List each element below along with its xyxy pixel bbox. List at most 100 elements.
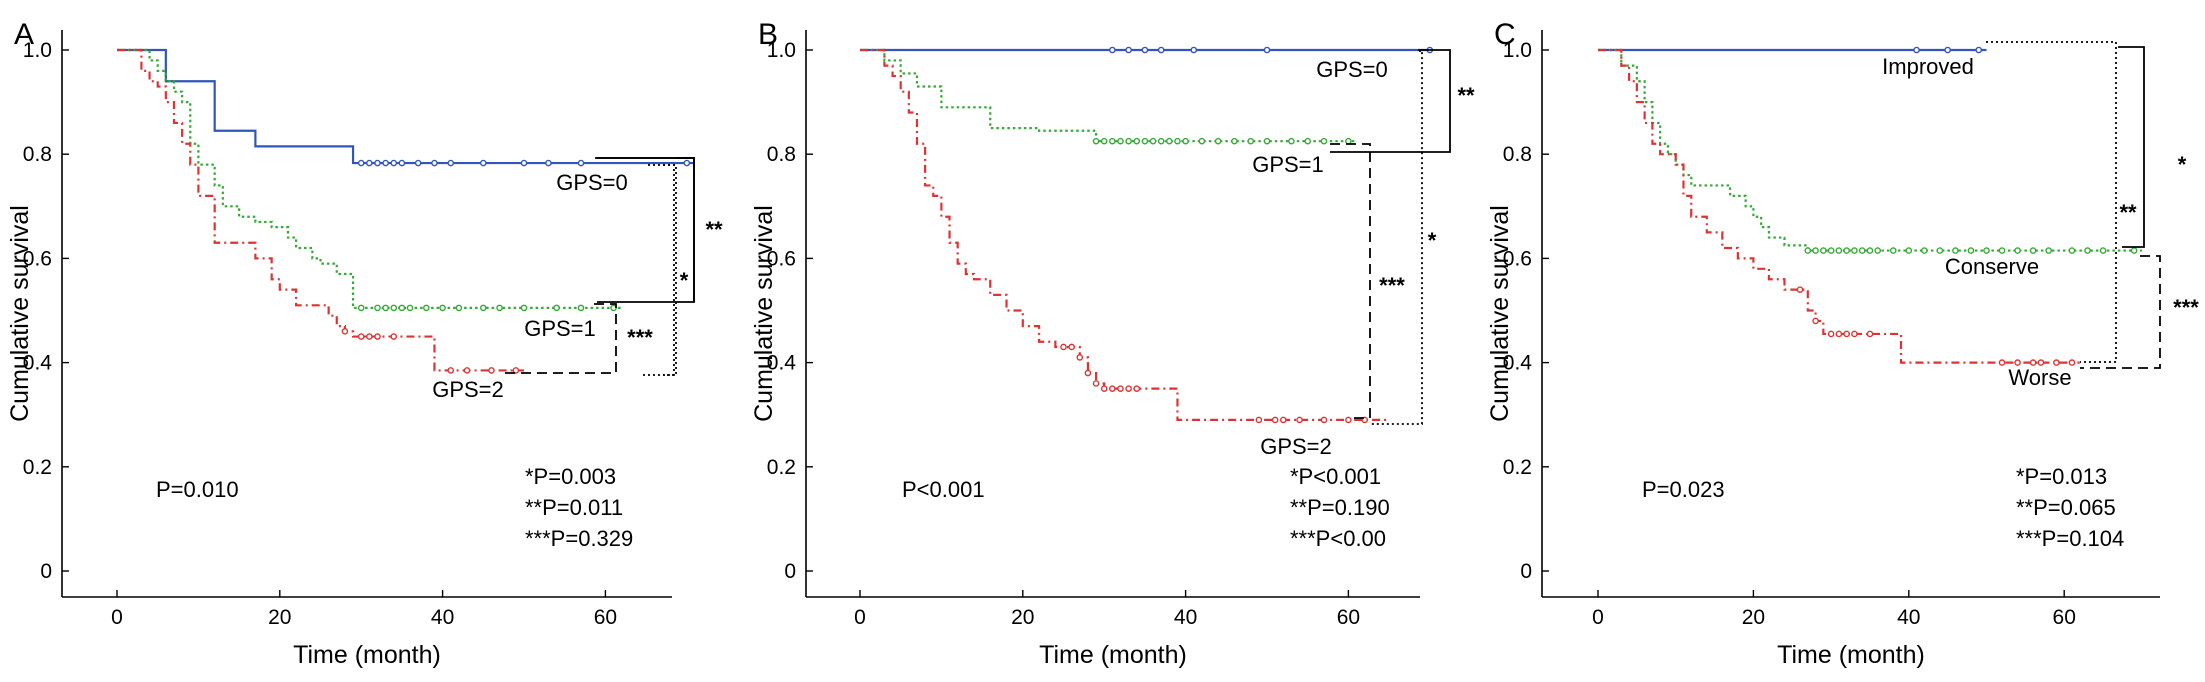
censor-mark (1858, 247, 1866, 254)
censor-mark (374, 159, 381, 167)
censor-mark (1255, 416, 1263, 424)
censor-mark (479, 304, 487, 312)
bracket-label: * (2178, 152, 2187, 177)
censor-mark (1157, 137, 1165, 145)
y-tick-label: 0.4 (23, 352, 53, 375)
censor-mark (2130, 247, 2138, 254)
censor-mark (1125, 46, 1132, 54)
censor-mark (447, 159, 455, 167)
bracket-star1 (1370, 47, 1423, 425)
pairwise-p-value: ***P=0.104 (2016, 526, 2124, 551)
series-line-1 (860, 48, 1357, 143)
x-tick-label: 60 (1337, 606, 1360, 629)
censor-mark (1320, 416, 1328, 424)
censor-mark (1866, 330, 1874, 338)
series-line-2 (1598, 48, 2080, 364)
censor-mark (1812, 317, 1819, 325)
censor-mark (357, 333, 365, 340)
censor-mark (1905, 247, 1913, 254)
censor-mark (479, 159, 487, 167)
censor-mark (398, 159, 406, 167)
censor-mark (2068, 359, 2076, 366)
censor-mark (366, 333, 373, 340)
series-line-1 (1598, 48, 2142, 252)
censor-mark (357, 304, 365, 312)
censor-mark (1998, 247, 2006, 254)
censor-mark (577, 304, 585, 312)
panel-a: A 0 0.2 0.4 0.6 0.8 1.0 0 20 40 60 Time (month) Cumu… (6, 18, 723, 669)
y-axis-title: Cumulative survival (1486, 205, 1514, 422)
censor-mark (1076, 354, 1084, 361)
censor-mark (1866, 247, 1874, 254)
series-line-2 (860, 48, 1390, 422)
y-axis-title: Cumulative survival (750, 205, 778, 422)
censor-mark (1812, 247, 1819, 254)
y-tick-label: 0 (40, 560, 52, 583)
censor-mark (1141, 137, 1149, 145)
censor-mark (455, 304, 463, 312)
x-tick-label: 40 (1174, 606, 1197, 629)
censor-mark (1296, 416, 1303, 424)
censor-mark (1263, 137, 1271, 145)
censor-mark (1092, 137, 1100, 145)
censor-mark (1835, 247, 1843, 254)
censor-mark (2099, 247, 2107, 254)
y-tick-label: 0.8 (23, 143, 52, 166)
censor-mark (414, 159, 422, 167)
censor-mark (2014, 359, 2021, 366)
bracket-label: * (680, 268, 689, 293)
censor-mark (520, 159, 528, 167)
pairwise-p-value: *P<0.001 (1290, 464, 1381, 489)
censor-mark (1198, 137, 1206, 145)
censor-mark (1060, 343, 1067, 351)
y-tick-label: 0.2 (23, 456, 52, 479)
censor-mark (1166, 137, 1173, 145)
censor-mark (488, 367, 495, 374)
censor-mark (1975, 46, 1983, 54)
censor-mark (1936, 247, 1944, 254)
overall-p-value: P=0.023 (1642, 477, 1725, 502)
y-tick-label: 0.2 (767, 456, 796, 479)
bracket-label: *** (1379, 273, 1405, 298)
curve-label: Worse (2008, 365, 2071, 390)
bracket-star2 (1330, 49, 1451, 153)
bracket-label: ** (2119, 200, 2137, 225)
series-line-0 (117, 48, 695, 165)
series-line-1 (117, 48, 622, 309)
censor-mark (390, 304, 398, 312)
bracket-star2 (640, 164, 675, 376)
censor-mark (1174, 137, 1181, 145)
censor-mark (1320, 137, 1328, 145)
censor-mark (374, 304, 381, 312)
x-tick-label: 20 (268, 606, 291, 629)
censor-mark (2029, 247, 2037, 254)
pairwise-p-value: **P=0.011 (525, 495, 623, 520)
censor-mark (1117, 385, 1124, 392)
bracket-label: ** (705, 217, 723, 242)
y-axis-title: Cumulative survival (6, 205, 34, 422)
censor-mark (1345, 416, 1352, 424)
x-tick-label: 40 (431, 606, 454, 629)
series-line-2 (117, 48, 524, 372)
censor-mark (577, 159, 585, 167)
x-axis-title: Time (month) (1777, 641, 1925, 669)
censor-mark (398, 304, 406, 312)
censor-mark (1851, 247, 1858, 254)
censor-mark (1851, 330, 1858, 338)
overall-p-value: P=0.010 (156, 477, 239, 502)
y-tick-label: 0.8 (1503, 143, 1532, 166)
bracket-label: *** (2173, 295, 2199, 320)
censor-mark (1190, 46, 1198, 54)
censor-mark (2084, 247, 2091, 254)
censor-mark (1084, 369, 1092, 377)
censor-mark (423, 304, 430, 312)
curve-label: Improved (1882, 54, 1974, 79)
censor-mark (447, 367, 455, 374)
x-axis-title: Time (month) (1039, 641, 1187, 669)
censor-mark (1231, 137, 1238, 145)
censor-mark (431, 159, 438, 167)
pairwise-p-value: **P=0.065 (2016, 495, 2116, 520)
censor-mark (1125, 137, 1132, 145)
censor-mark (382, 159, 389, 167)
